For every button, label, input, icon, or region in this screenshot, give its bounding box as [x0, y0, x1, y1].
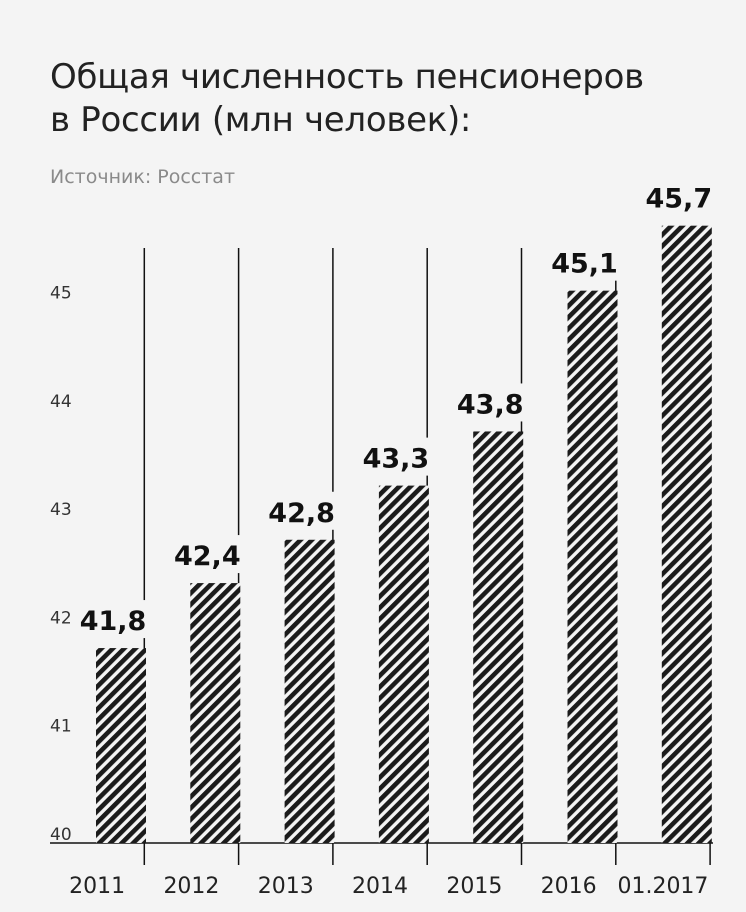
value-label: 45,7 [645, 184, 712, 215]
y-tick-label: 42 [50, 608, 72, 628]
x-tick-label: 2013 [258, 874, 314, 899]
x-tick-label: 2012 [163, 874, 219, 899]
x-tick-label: 2014 [352, 874, 408, 899]
x-tick-label: 01.2017 [617, 874, 708, 899]
value-label-backdrop [261, 491, 342, 530]
value-label: 41,8 [80, 606, 147, 637]
value-label-backdrop [355, 437, 436, 476]
bar-01.2017 [661, 225, 712, 843]
labels-layer: 40 41 42 43 44 45 41,8 2011 42,4 2012 42,8 2013 43,3… [50, 177, 719, 899]
value-label: 43,8 [457, 389, 524, 420]
value-label: 43,3 [363, 444, 430, 475]
chart-title: Общая численность пенсионеров в России (… [50, 56, 730, 142]
value-label-backdrop [544, 242, 625, 281]
y-tick-label: 43 [50, 500, 72, 520]
bar-2013 [284, 539, 335, 843]
value-label-backdrop [638, 177, 719, 216]
bar-2015 [473, 431, 524, 843]
value-label-backdrop [450, 383, 531, 422]
y-tick-label: 41 [50, 717, 72, 737]
title-line-2: в России (млн человек): [50, 100, 472, 140]
y-tick-label: 45 [50, 284, 72, 304]
y-tick-label: 44 [50, 392, 72, 412]
bars-layer [96, 225, 712, 843]
x-tick-label: 2016 [541, 874, 597, 899]
value-label: 42,8 [268, 498, 335, 529]
x-tick-label: 2015 [446, 874, 502, 899]
bar-2016 [567, 290, 618, 843]
bar-2011 [96, 648, 146, 843]
value-label: 45,1 [551, 249, 618, 280]
y-tick-label: 40 [50, 825, 72, 845]
bar-2014 [378, 485, 429, 843]
x-tick-label: 2011 [69, 874, 125, 899]
value-label-backdrop [167, 535, 248, 574]
source-note: Источник: Росстат [50, 166, 236, 188]
value-label: 42,4 [174, 541, 241, 572]
bar-2012 [190, 583, 241, 843]
title-line-1: Общая численность пенсионеров [50, 57, 644, 97]
value-label-backdrop [73, 600, 153, 639]
